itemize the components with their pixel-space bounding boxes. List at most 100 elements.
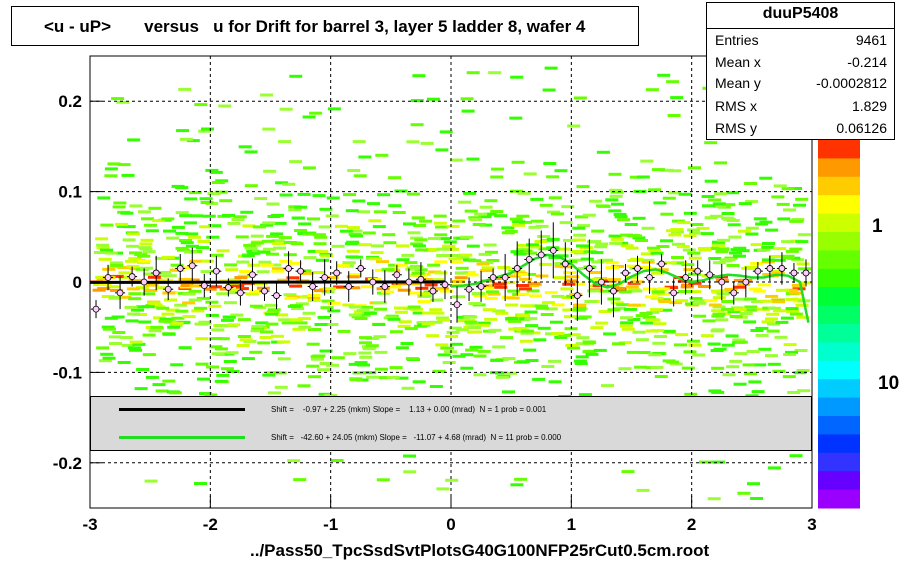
heat-cell	[667, 114, 681, 117]
heat-cell	[738, 202, 752, 206]
profile-point	[561, 260, 569, 268]
heat-cell	[112, 205, 126, 209]
stats-row-mean-y: Mean y -0.0002812	[715, 75, 887, 93]
heat-cell	[477, 349, 491, 353]
heat-cell	[244, 184, 258, 188]
heat-cell	[129, 348, 143, 352]
heat-cell	[472, 223, 486, 226]
heat-cell	[721, 307, 735, 311]
heat-cell	[266, 202, 280, 206]
profile-point	[670, 289, 678, 297]
heat-cell	[293, 478, 307, 482]
heat-cell	[700, 232, 714, 236]
heat-cell	[468, 326, 481, 329]
heat-cell	[239, 270, 252, 273]
heat-cell	[155, 389, 169, 393]
heat-cell	[712, 305, 726, 309]
heat-cell	[671, 256, 684, 259]
heat-cell	[540, 313, 554, 316]
heat-cell	[772, 369, 786, 373]
heat-cell	[727, 310, 741, 313]
heat-cell	[327, 309, 341, 313]
heat-cell	[96, 346, 110, 350]
heat-cell	[158, 270, 172, 274]
heat-cell	[704, 141, 718, 145]
heat-cell	[346, 249, 360, 253]
heat-cell	[275, 181, 289, 185]
heat-cell	[417, 292, 431, 296]
heat-cell	[202, 214, 216, 218]
heat-cell	[308, 328, 321, 331]
heat-cell	[484, 296, 498, 300]
heat-cell	[573, 233, 587, 237]
heat-cell	[488, 284, 502, 288]
heat-cell	[535, 274, 549, 278]
heat-cell	[182, 315, 196, 319]
heat-cell	[641, 226, 655, 230]
heat-cell	[421, 322, 435, 326]
heat-cell	[128, 292, 142, 296]
heat-cell	[668, 169, 682, 173]
heat-cell	[513, 252, 527, 256]
heat-cell	[195, 337, 209, 341]
heat-cell	[775, 320, 789, 324]
heat-cell	[595, 321, 609, 325]
heat-cell	[427, 237, 441, 240]
heat-cell	[116, 100, 130, 104]
heat-cell	[708, 303, 722, 307]
heat-cell	[672, 242, 685, 246]
heat-cell	[169, 323, 183, 327]
heat-cell	[608, 209, 622, 213]
palette-swatch	[818, 195, 860, 215]
stats-label: RMS y	[715, 120, 757, 136]
heat-cell	[262, 221, 276, 225]
heat-cell	[178, 87, 192, 91]
heat-cell	[469, 218, 483, 221]
heat-cell	[573, 305, 586, 309]
heat-cell	[785, 309, 799, 313]
heat-cell	[199, 225, 213, 229]
heat-cell	[578, 393, 592, 397]
profile-point	[357, 265, 365, 272]
heat-cell	[324, 393, 338, 397]
heat-cell	[507, 274, 521, 278]
heat-cell	[244, 150, 258, 154]
heat-cell	[689, 297, 703, 300]
heat-cell	[605, 266, 619, 270]
heat-cell	[635, 239, 648, 242]
heat-cell	[271, 239, 285, 243]
heat-cell	[774, 335, 788, 339]
heat-cell	[525, 324, 539, 328]
profile-point	[212, 267, 220, 275]
heat-cell	[401, 386, 415, 390]
heat-cell	[401, 253, 415, 257]
heat-cell	[785, 350, 798, 354]
palette-swatch	[818, 452, 860, 472]
heat-cell	[166, 308, 180, 312]
heat-cell	[689, 231, 703, 235]
heat-cell	[789, 454, 803, 458]
heat-cell	[231, 284, 245, 288]
profile-point	[309, 283, 317, 290]
heat-cell	[216, 373, 230, 377]
heat-cell	[511, 160, 525, 164]
heat-cell	[339, 229, 353, 233]
heat-cell	[724, 287, 738, 291]
heat-cell	[404, 327, 418, 331]
heat-cell	[505, 267, 518, 270]
profile-point	[730, 289, 738, 297]
profile-point	[694, 267, 702, 275]
heat-cell	[733, 254, 746, 258]
fit-legend: Shift = -0.97 + 2.25 (mkm) Slope = 1.13 …	[90, 396, 812, 451]
heat-cell	[524, 310, 538, 314]
heat-cell	[704, 299, 718, 303]
heat-cell	[549, 320, 563, 324]
heat-cell	[436, 318, 450, 322]
heat-cell	[466, 71, 480, 75]
heat-cell	[271, 213, 284, 217]
heat-cell	[767, 362, 781, 366]
heat-cell	[798, 281, 812, 285]
heat-cell	[262, 373, 276, 377]
heat-cell	[194, 482, 207, 485]
heat-cell	[576, 336, 590, 340]
